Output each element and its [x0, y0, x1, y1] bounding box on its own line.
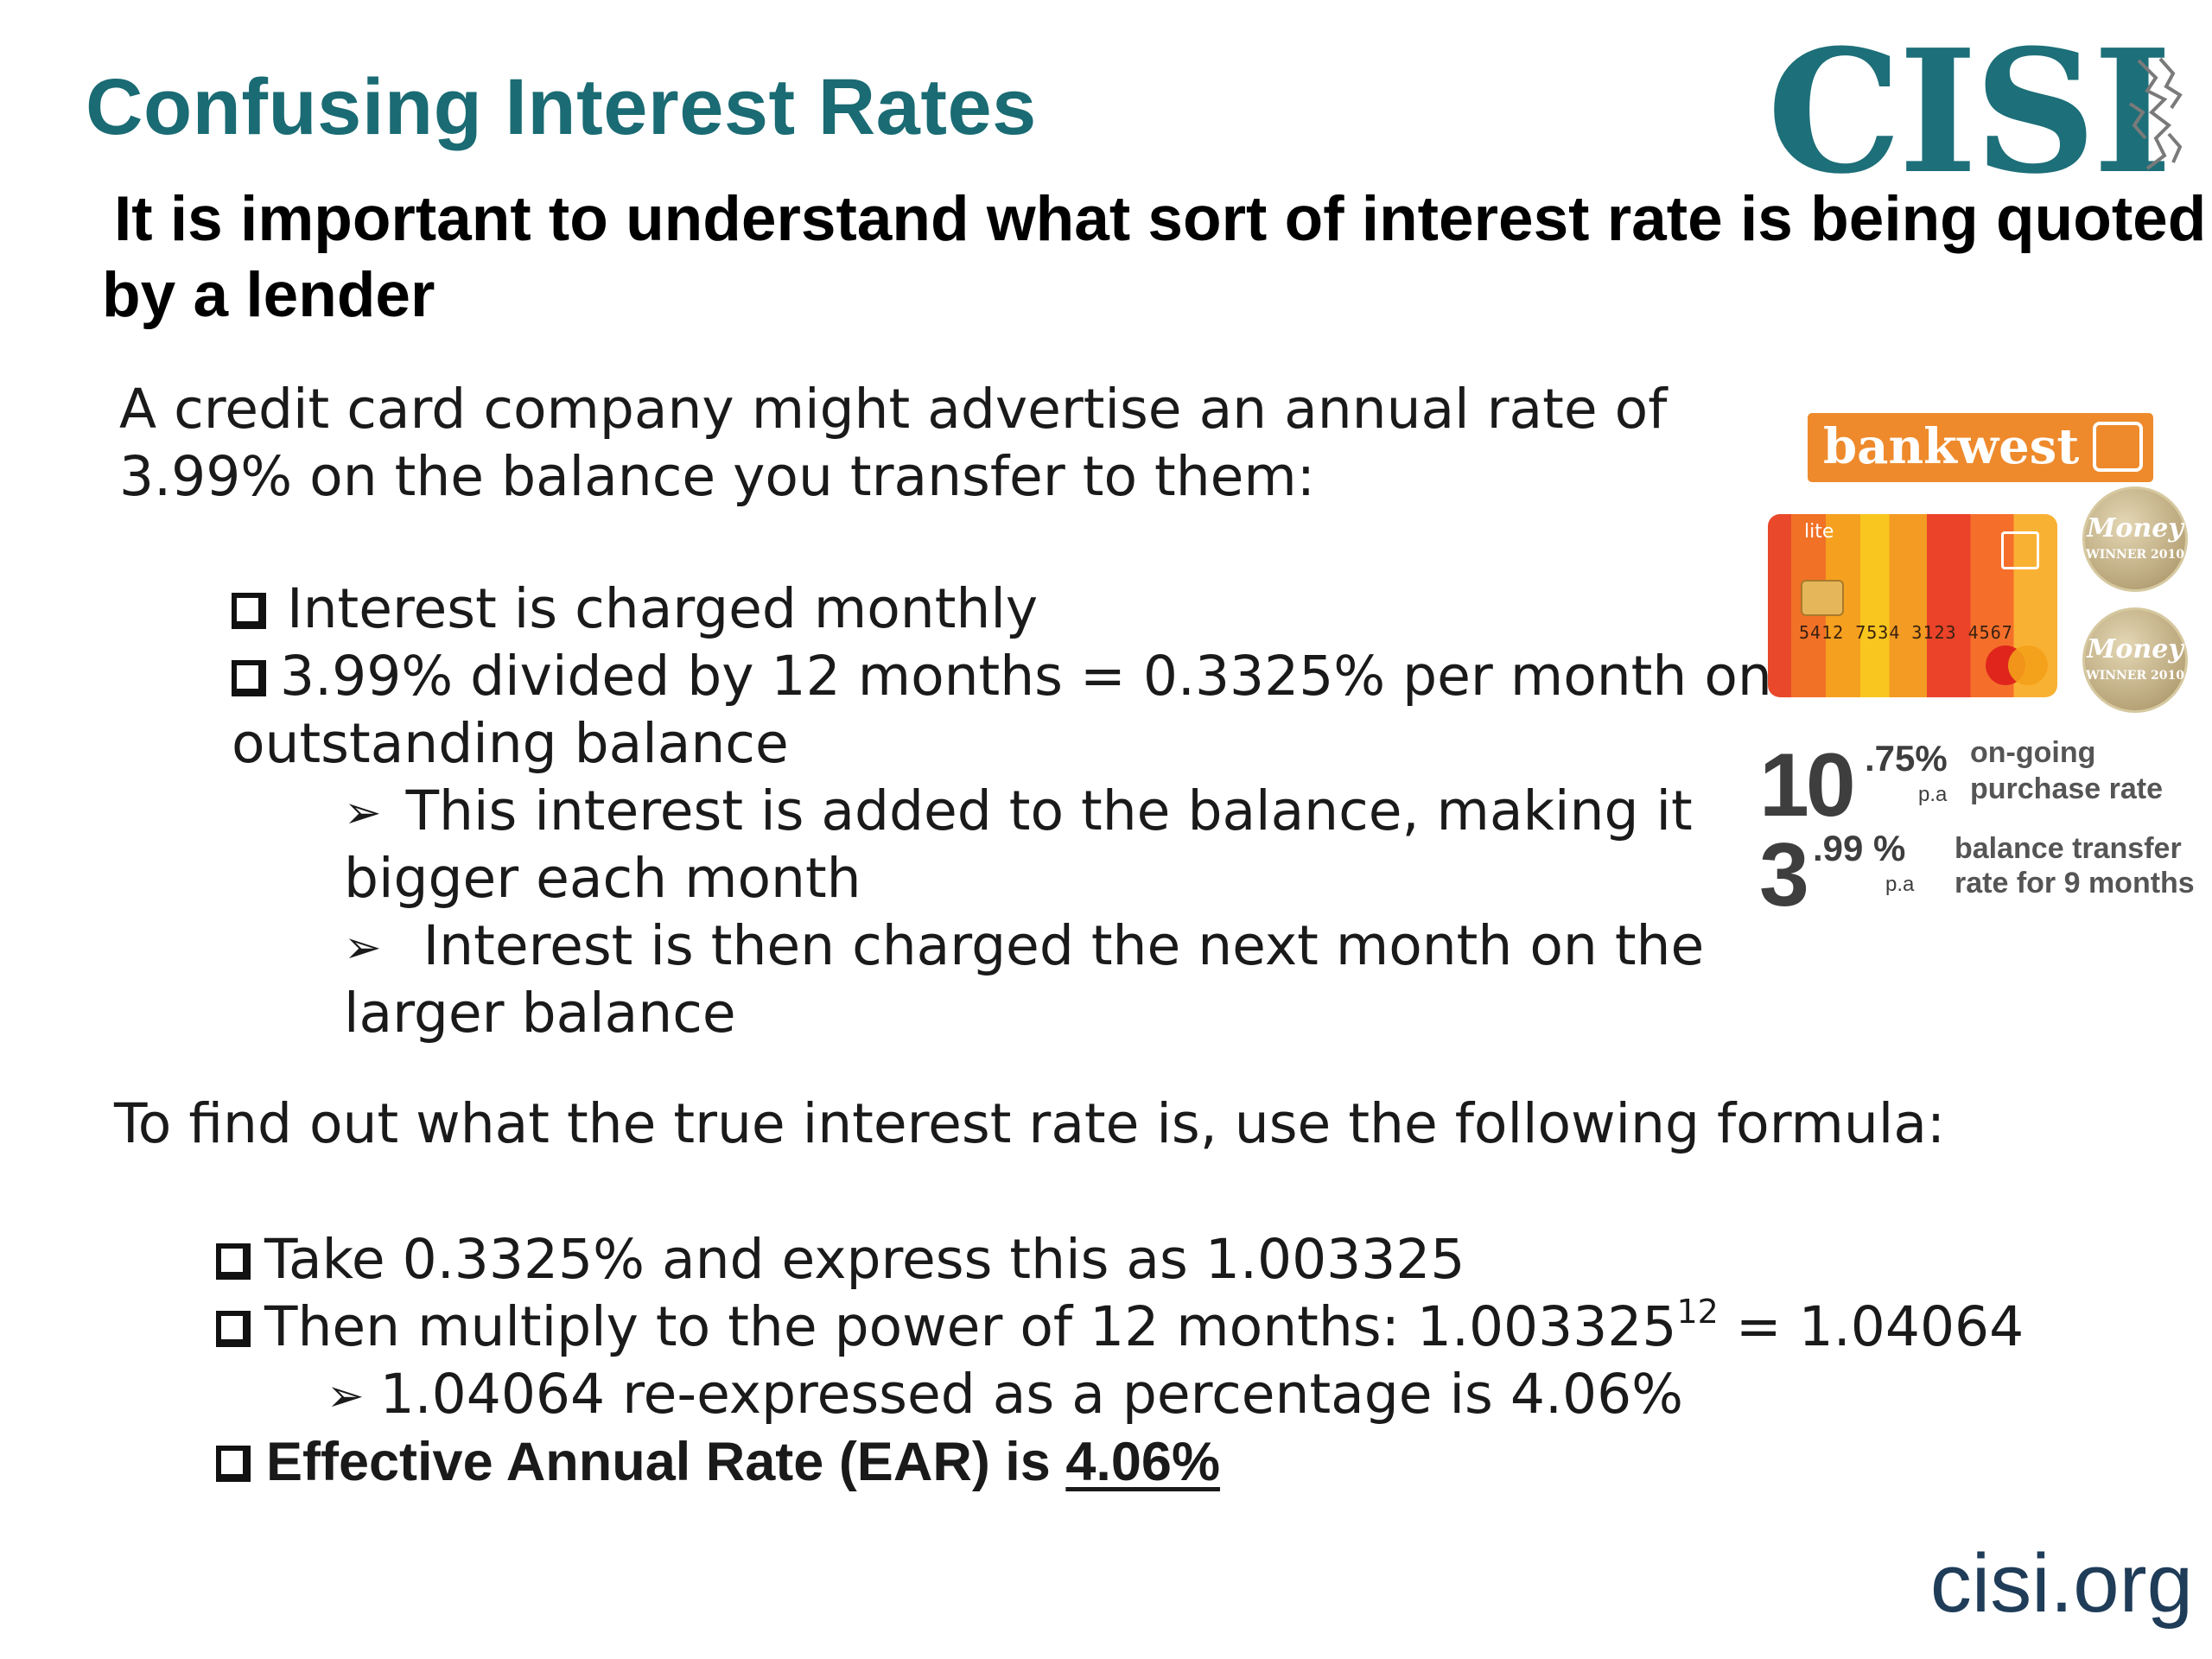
ear-label: Effective Annual Rate (EAR) is [266, 1432, 1066, 1492]
mastercard-logo-icon [1982, 644, 2051, 687]
sub-bullet-continuation: bigger each month [344, 847, 861, 910]
bankwest-emblem-icon [2093, 422, 2143, 472]
rate1-pa: p.a [1918, 783, 1948, 806]
subtitle: It is important to understand what sort … [102, 181, 2207, 334]
exponent: 12 [1676, 1293, 1719, 1331]
checkbox-bullet-icon [216, 1446, 251, 1482]
formula-step-result: = 1.04064 [1718, 1295, 2024, 1358]
rate1-label-line-1: on-going [1970, 736, 2096, 769]
credit-card-image: lite 5412 7534 3123 4567 [1768, 514, 2057, 697]
arrow-bullet-icon: ➢ [344, 922, 382, 974]
bullet-continuation: outstanding balance [232, 712, 789, 775]
card-label: lite [1804, 521, 1834, 543]
subtitle-line-2: by a lender [102, 260, 435, 330]
subtitle-line-1: It is important to understand what sort … [114, 184, 2207, 254]
rate1-decimal: .75% [1865, 738, 1948, 779]
rate2-pa: p.a [1885, 873, 1915, 896]
rate2-label-line-1: balance transfer [1955, 832, 2182, 865]
card-chip-icon [1801, 580, 1844, 616]
intro-line-2: 3.99% on the balance you transfer to the… [119, 445, 1316, 508]
formula-intro: To find out what the true interest rate … [114, 1092, 1946, 1155]
award-title: Money [2087, 513, 2183, 543]
bullet-text: Interest is charged monthly [287, 577, 1039, 640]
formula-sub-step-text: 1.04064 re-expressed as a percentage is … [379, 1363, 1684, 1426]
bankwest-wordmark: bankwest [1823, 418, 2080, 475]
rate1-label: on-going purchase rate [1970, 734, 2163, 807]
checkbox-bullet-icon [232, 593, 266, 629]
formula-step-text: Take 0.3325% and express this as 1.00332… [264, 1228, 1465, 1291]
rate2-label-line-2: rate for 9 months [1955, 867, 2195, 899]
sub-bullet-item: ➢ This interest is added to the balance, … [344, 778, 1693, 847]
arrow-bullet-icon: ➢ [344, 787, 382, 839]
award-subtitle: WINNER 2010 [2085, 669, 2184, 683]
bankwest-logo: bankwest [1808, 413, 2153, 482]
sub-bullet-text: This interest is added to the balance, m… [405, 779, 1693, 842]
footer-url: cisi.org [1929, 1537, 2193, 1630]
card-emblem-icon [2001, 531, 2039, 569]
logo-wordmark: CISI [1767, 13, 2172, 212]
rate2-label: balance transfer rate for 9 months [1955, 831, 2195, 900]
intro-line-1: A credit card company might advertise an… [119, 378, 1668, 441]
arrow-bullet-icon: ➢ [327, 1370, 365, 1422]
award-badge: Money WINNER 2010 [2082, 607, 2188, 713]
formula-sub-step: ➢ 1.04064 re-expressed as a percentage is… [327, 1361, 1683, 1430]
sub-bullet-item: ➢ Interest is then charged the next mont… [344, 912, 1704, 982]
bankwest-ad: bankwest lite 5412 7534 3123 4567 Money … [1754, 406, 2203, 925]
sub-bullet-text: Interest is then charged the next month … [405, 914, 1705, 977]
page-title: Confusing Interest Rates [86, 63, 1037, 151]
bullet-item: 3.99% divided by 12 months = 0.3325% per… [232, 643, 1772, 710]
sub-bullet-continuation: larger balance [344, 982, 736, 1045]
formula-step: Then multiply to the power of 12 months:… [216, 1294, 2024, 1361]
card-number: 5412 7534 3123 4567 [1799, 622, 2013, 643]
rate2-decimal: .99 % [1813, 828, 1906, 868]
checkbox-bullet-icon [232, 660, 266, 696]
checkbox-bullet-icon [216, 1243, 251, 1280]
rate2-whole: 3 [1759, 825, 1809, 925]
bullet-item: Interest is charged monthly [232, 575, 1038, 643]
formula-step-text: Then multiply to the power of 12 months:… [264, 1295, 1677, 1358]
award-title: Money [2087, 634, 2183, 664]
griffin-icon [2128, 57, 2183, 170]
award-badge: Money WINNER 2010 [2082, 486, 2188, 592]
award-subtitle: WINNER 2010 [2085, 548, 2184, 562]
checkbox-bullet-icon [216, 1311, 251, 1347]
rate1-label-line-2: purchase rate [1970, 772, 2163, 805]
cisi-logo: CISI [1767, 28, 2186, 197]
ear-value: 4.06% [1065, 1432, 1220, 1492]
formula-step: Take 0.3325% and express this as 1.00332… [216, 1226, 1465, 1294]
bullet-text: 3.99% divided by 12 months = 0.3325% per… [280, 645, 1772, 708]
ear-result: Effective Annual Rate (EAR) is 4.06% [216, 1428, 1220, 1496]
intro-paragraph: A credit card company might advertise an… [119, 376, 1667, 511]
rate1-whole: 10 [1759, 735, 1856, 836]
